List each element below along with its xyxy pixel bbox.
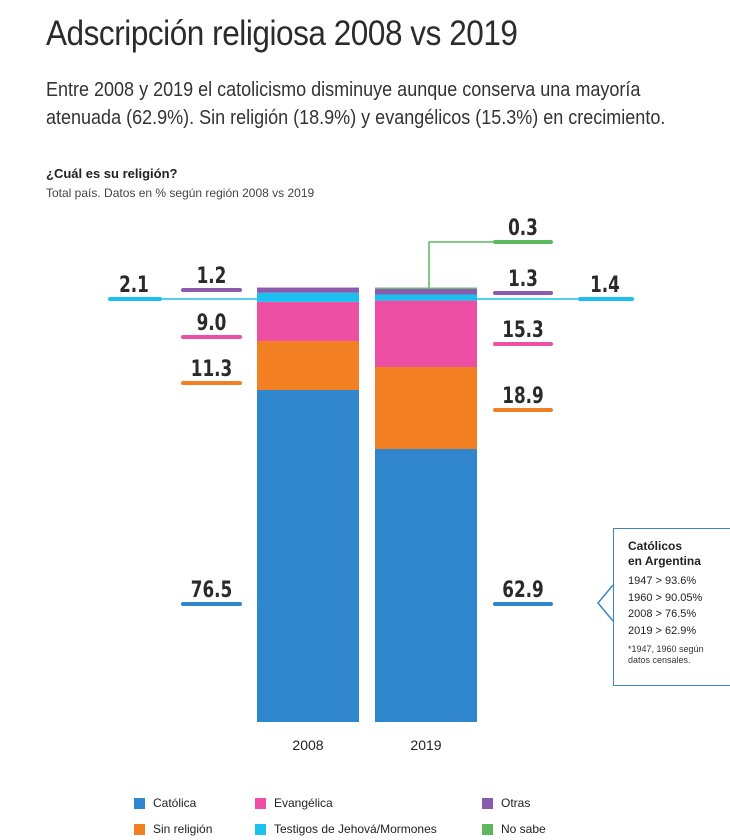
bar-segment-2008-2 <box>257 301 359 341</box>
legend-item-otras: Otras <box>482 796 530 810</box>
x-tick-label: 2019 <box>410 737 441 753</box>
data-label: 15.3 <box>502 317 543 343</box>
legend-swatch <box>482 823 493 835</box>
bar-segment-2008-4 <box>257 287 359 293</box>
bar-segment-2008-1 <box>257 340 359 390</box>
legend-label: Otras <box>501 796 531 810</box>
data-label: 1.3 <box>508 266 538 292</box>
leader-line <box>428 241 495 288</box>
bar-segment-2019-3 <box>375 294 477 301</box>
note-line: 1960 > 90.05% <box>628 591 703 604</box>
note-title: Católicos en Argentina <box>628 539 701 568</box>
x-tick-label: 2008 <box>292 737 323 753</box>
bar-segment-2019-5 <box>375 287 477 289</box>
legend-item-testigos: Testigos de Jehová/Mormones <box>255 822 437 836</box>
legend-swatch <box>255 823 266 835</box>
data-label: 11.3 <box>191 356 232 382</box>
legend-swatch <box>134 797 145 809</box>
page-subtitle: Entre 2008 y 2019 el catolicismo disminu… <box>46 79 666 129</box>
legend-label: Católica <box>153 796 197 810</box>
data-label: 9.0 <box>197 310 227 336</box>
data-label: 76.5 <box>191 577 232 603</box>
legend-item-catolica: Católica <box>134 796 196 810</box>
data-label: 18.9 <box>502 383 543 409</box>
legend-item-sin-religion: Sin religión <box>134 822 212 836</box>
bar-segment-2019-2 <box>375 300 477 367</box>
legend-label: No sabe <box>501 822 546 836</box>
page-title: Adscripción religiosa 2008 vs 2019 <box>46 14 518 53</box>
chart-question-subtitle: Total país. Datos en % según región 2008… <box>46 186 315 200</box>
data-label: 62.9 <box>502 577 543 603</box>
legend-swatch <box>134 823 145 835</box>
data-label: 1.4 <box>590 272 620 298</box>
legend-item-evangelica: Evangélica <box>255 796 333 810</box>
data-label: 1.2 <box>197 263 227 289</box>
note-line: 2008 > 76.5% <box>628 608 697 620</box>
note-pointer <box>597 584 614 622</box>
bar-segment-2008-0 <box>257 389 359 722</box>
note-line: 2019 > 62.9% <box>628 624 697 637</box>
note-footnote: *1947, 1960 según datos censales. <box>628 644 704 665</box>
legend-label: Testigos de Jehová/Mormones <box>274 822 437 836</box>
bar-segment-2019-1 <box>375 366 477 450</box>
bar-segment-2008-3 <box>257 292 359 302</box>
bar-segment-2019-4 <box>375 288 477 295</box>
legend-item-no-sabe: No sabe <box>482 822 546 836</box>
legend-swatch <box>255 797 266 809</box>
data-label: 2.1 <box>119 272 149 298</box>
legend-label: Sin religión <box>153 822 213 836</box>
catholic-history-note: Católicos en Argentina 1947 > 93.6% 1960… <box>613 528 730 686</box>
legend-label: Evangélica <box>274 796 333 810</box>
bar-segment-2019-0 <box>375 449 477 722</box>
data-label: 0.3 <box>508 215 538 241</box>
chart-question: ¿Cuál es su religión? <box>46 166 178 181</box>
note-line: 1947 > 93.6% <box>628 575 697 587</box>
legend-swatch <box>482 797 493 809</box>
